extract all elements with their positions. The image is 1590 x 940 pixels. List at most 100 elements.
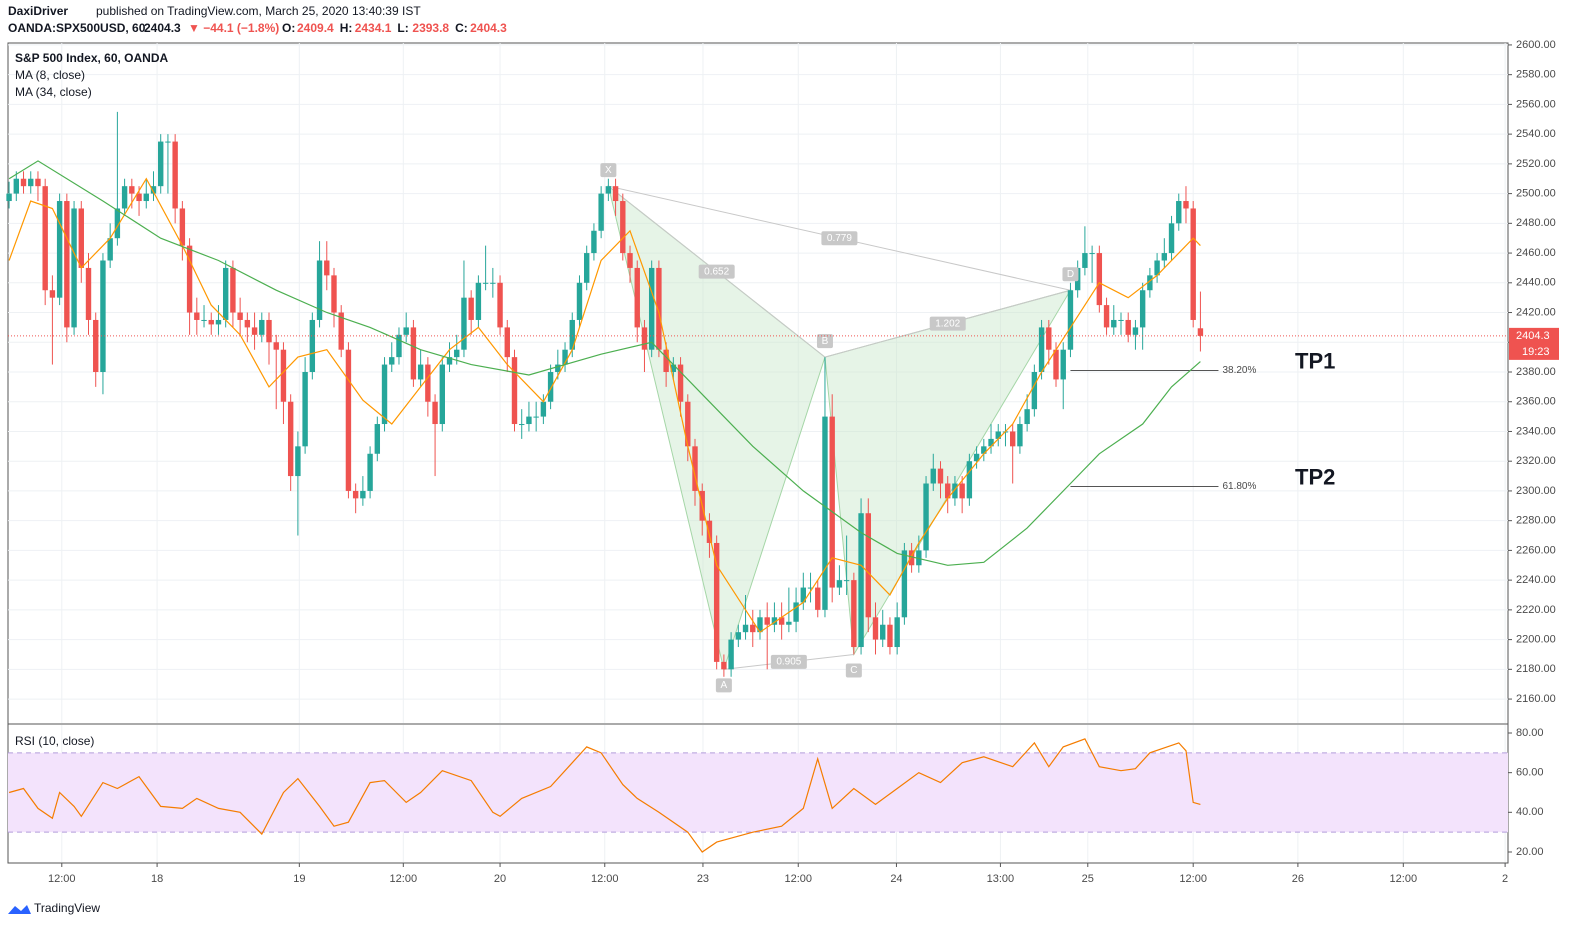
candle-body bbox=[569, 319, 575, 350]
candle-body bbox=[56, 201, 63, 298]
candle-body bbox=[1111, 319, 1117, 328]
candle-body bbox=[1139, 290, 1146, 328]
ratio-label: 0.652 bbox=[704, 266, 729, 277]
ohlc-value: 2393.8 bbox=[412, 21, 449, 35]
candle-body bbox=[627, 253, 633, 268]
candle-body bbox=[728, 639, 734, 670]
legend-rsi: RSI (10, close) bbox=[15, 734, 94, 748]
change: ▼ −44.1 (−1.8%) bbox=[188, 21, 279, 35]
candles bbox=[6, 111, 1204, 677]
y-tick-label: 2420.00 bbox=[1516, 306, 1556, 318]
candle-body bbox=[562, 349, 568, 365]
candle-body bbox=[222, 267, 229, 320]
point-label: B bbox=[822, 336, 829, 347]
candle-body bbox=[771, 617, 778, 625]
candle-body bbox=[677, 364, 684, 402]
point-label: X bbox=[605, 165, 612, 176]
candle-body bbox=[360, 490, 366, 499]
point-label: A bbox=[721, 680, 728, 691]
y-tick-label: 2460.00 bbox=[1516, 247, 1556, 259]
candle-body bbox=[1031, 371, 1038, 410]
candle-body bbox=[324, 260, 330, 276]
y-tick-label: 2160.00 bbox=[1516, 693, 1556, 705]
ohlc-value: 2404.3 bbox=[470, 21, 507, 35]
candle-body bbox=[1168, 223, 1175, 254]
candle-body bbox=[208, 319, 214, 325]
candle-body bbox=[64, 201, 70, 328]
candle-body bbox=[612, 186, 619, 202]
candle-body bbox=[381, 364, 388, 425]
candle-body bbox=[1118, 319, 1124, 321]
candle-body bbox=[988, 438, 994, 447]
candle-body bbox=[872, 617, 879, 640]
candle-body bbox=[13, 178, 20, 194]
candle-body bbox=[966, 461, 973, 499]
x-tick-label: 23 bbox=[697, 873, 709, 885]
point-tag bbox=[816, 334, 833, 349]
candle-body bbox=[721, 661, 727, 670]
frame bbox=[7, 42, 1509, 864]
candle-body bbox=[1053, 349, 1059, 380]
candle-body bbox=[786, 621, 792, 625]
candle-body bbox=[973, 453, 980, 462]
time-tag-label: 19:23 bbox=[1522, 346, 1550, 358]
y-tick-label: 2300.00 bbox=[1516, 485, 1556, 497]
candle-body bbox=[1103, 305, 1110, 328]
point-tag bbox=[845, 663, 862, 678]
candle-body bbox=[432, 401, 438, 425]
candle-body bbox=[605, 186, 612, 194]
x-tick-label: 12:00 bbox=[1390, 873, 1418, 885]
candle-body bbox=[446, 357, 453, 365]
y-tick-label: 2260.00 bbox=[1516, 544, 1556, 556]
candle-body bbox=[851, 580, 857, 648]
candle-body bbox=[20, 178, 27, 187]
candle-body bbox=[1082, 253, 1088, 268]
candle-body bbox=[194, 312, 200, 320]
candle-body bbox=[389, 357, 395, 365]
candle-body bbox=[482, 282, 489, 284]
candle-body bbox=[425, 364, 431, 402]
x-tick-label: 13:00 bbox=[987, 873, 1015, 885]
candle-body bbox=[287, 401, 294, 477]
candle-body bbox=[656, 267, 662, 350]
ohlc-label: H: bbox=[340, 21, 353, 35]
candle-body bbox=[858, 513, 864, 648]
candle-body bbox=[952, 483, 958, 499]
candle-body bbox=[71, 208, 77, 328]
candle-body bbox=[692, 446, 698, 491]
rsi-tick-label: 20.00 bbox=[1516, 846, 1544, 858]
candle-body bbox=[403, 327, 409, 335]
candle-body bbox=[1067, 290, 1074, 350]
point-tag bbox=[715, 678, 732, 693]
candle-body bbox=[1183, 201, 1189, 209]
rsi-tick-label: 40.00 bbox=[1516, 806, 1544, 818]
candle-body bbox=[374, 424, 381, 454]
ratio-label: 0.905 bbox=[776, 657, 801, 668]
candle-body bbox=[345, 349, 352, 491]
candle-body bbox=[1009, 431, 1016, 447]
candle-body bbox=[114, 208, 121, 239]
x-tick-label: 12:00 bbox=[1179, 873, 1207, 885]
candle-body bbox=[822, 416, 828, 610]
grid: 2160.002180.002200.002220.002240.002260.… bbox=[8, 39, 1556, 885]
y-tick-label: 2340.00 bbox=[1516, 425, 1556, 437]
candle-body bbox=[1038, 327, 1045, 372]
candle-body bbox=[295, 446, 301, 477]
candle-body bbox=[526, 416, 532, 425]
candle-body bbox=[201, 319, 207, 321]
symbol: OANDA:SPX500USD, 60 bbox=[8, 21, 146, 35]
ohlc-value: 2409.4 bbox=[297, 21, 334, 35]
candle-body bbox=[648, 267, 655, 350]
y-tick-label: 2440.00 bbox=[1516, 277, 1556, 289]
x-tick-label: 24 bbox=[890, 873, 902, 885]
candle-body bbox=[244, 319, 251, 328]
candle-body bbox=[923, 483, 929, 551]
y-tick-label: 2240.00 bbox=[1516, 574, 1556, 586]
candle-body bbox=[85, 267, 92, 320]
candle-body bbox=[28, 178, 34, 187]
candle-body bbox=[331, 275, 337, 313]
candle-body bbox=[706, 520, 713, 543]
candle-body bbox=[6, 193, 12, 202]
candle-body bbox=[533, 416, 539, 418]
candle-body bbox=[49, 290, 56, 298]
